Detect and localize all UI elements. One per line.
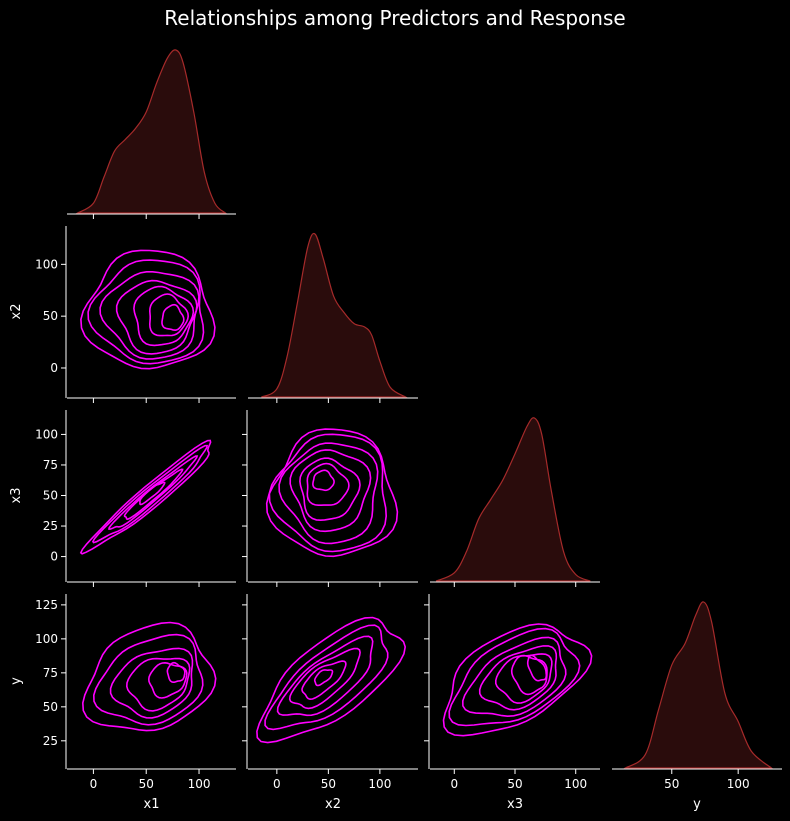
contour-y_vs_x3-5: [448, 627, 581, 727]
contour-x3_vs_x1-4: [79, 439, 212, 555]
x-axis-label-x3: x3: [507, 797, 523, 812]
contour-x3_vs_x2-0: [312, 469, 335, 492]
x-tick-label-x1-50: 50: [139, 777, 154, 791]
contour-x2_vs_x1-1: [148, 293, 190, 337]
x-tick-label-x3-100: 100: [564, 777, 587, 791]
kde-y: [623, 601, 774, 769]
panel-x3_vs_x1: [79, 439, 212, 555]
y-tick-label-x3-50: 50: [43, 489, 58, 503]
chart-title: Relationships among Predictors and Respo…: [164, 6, 626, 30]
panel-x3_vs_x2: [265, 428, 399, 558]
contour-y_vs_x2-4: [264, 624, 389, 731]
contour-y_vs_x1-3: [109, 647, 194, 719]
contour-x2_vs_x1-6: [80, 249, 216, 370]
kde-x3: [435, 417, 591, 582]
y-tick-label-x3-0: 0: [50, 550, 58, 564]
contour-x3_vs_x2-5: [268, 433, 388, 553]
contour-x3_vs_x2-6: [265, 428, 399, 558]
panel-y_vs_x1: [81, 621, 217, 732]
x-tick-label-x3-0: 0: [450, 777, 458, 791]
contour-x3_vs_x2-3: [289, 449, 372, 533]
contour-y_vs_x2-2: [288, 647, 361, 710]
x-tick-label-x2-100: 100: [368, 777, 391, 791]
x-tick-label-y-100: 100: [727, 777, 750, 791]
y-tick-label-y-50: 50: [43, 700, 58, 714]
x-axis-label-y: y: [693, 797, 701, 812]
y-tick-label-x2-0: 0: [50, 361, 58, 375]
contour-y_vs_x3-3: [478, 645, 558, 711]
contour-y_vs_x3-6: [442, 623, 593, 737]
contour-x3_vs_x2-4: [278, 442, 379, 545]
contour-y_vs_x1-4: [92, 633, 204, 726]
contour-x2_vs_x1-0: [161, 303, 185, 332]
y-tick-label-y-75: 75: [43, 666, 58, 680]
panel-y_vs_x3: [442, 623, 593, 737]
kde-x2: [261, 232, 408, 398]
y-axis-label-x3: x3: [9, 488, 24, 504]
contour-x2_vs_x1-4: [99, 271, 200, 360]
x-tick-label-x2-50: 50: [321, 777, 336, 791]
y-tick-label-x3-25: 25: [43, 519, 58, 533]
y-tick-label-x2-100: 100: [35, 257, 58, 271]
contour-x3_vs_x1-1: [123, 468, 184, 521]
y-axis-label-y: y: [9, 677, 24, 685]
contour-x2_vs_x1-2: [133, 285, 195, 347]
y-tick-label-x3-100: 100: [35, 427, 58, 441]
contour-y_vs_x1-2: [125, 657, 191, 712]
contour-x3_vs_x1-2: [108, 455, 199, 530]
contour-y_vs_x2-1: [301, 660, 347, 701]
contour-y_vs_x3-1: [510, 654, 548, 696]
x-axis-label-x2: x2: [325, 797, 341, 812]
panel-y_vs_x2: [256, 616, 407, 744]
y-tick-label-y-125: 125: [35, 598, 58, 612]
x-axis-label-x1: x1: [144, 797, 160, 812]
y-tick-label-x3-75: 75: [43, 458, 58, 472]
contour-x2_vs_x1-5: [87, 259, 205, 365]
y-tick-label-y-25: 25: [43, 734, 58, 748]
contour-y_vs_x1-0: [166, 661, 186, 683]
contour-x2_vs_x1-3: [115, 279, 198, 355]
y-tick-label-y-100: 100: [35, 632, 58, 646]
y-tick-label-x2-50: 50: [43, 309, 58, 323]
kde-x1: [75, 49, 227, 214]
contour-y_vs_x2-3: [276, 635, 374, 717]
contour-y_vs_x1-1: [147, 661, 188, 699]
contour-x3_vs_x2-1: [306, 462, 350, 506]
contour-x3_vs_x1-3: [91, 444, 209, 544]
contour-y_vs_x1-5: [81, 621, 217, 732]
contour-y_vs_x3-4: [461, 636, 567, 718]
x-tick-label-y-50: 50: [664, 777, 679, 791]
y-axis-label-x2: x2: [9, 304, 24, 320]
contour-x3_vs_x2-2: [299, 457, 361, 522]
contour-y_vs_x3-2: [495, 653, 553, 704]
x-tick-label-x2-0: 0: [273, 777, 281, 791]
x-tick-label-x1-100: 100: [188, 777, 211, 791]
contour-y_vs_x2-5: [256, 616, 407, 744]
panel-x2_vs_x1: [80, 249, 216, 370]
contour-y_vs_x2-0: [313, 669, 334, 687]
x-tick-label-x3-50: 50: [507, 777, 522, 791]
x-tick-label-x1-0: 0: [90, 777, 98, 791]
